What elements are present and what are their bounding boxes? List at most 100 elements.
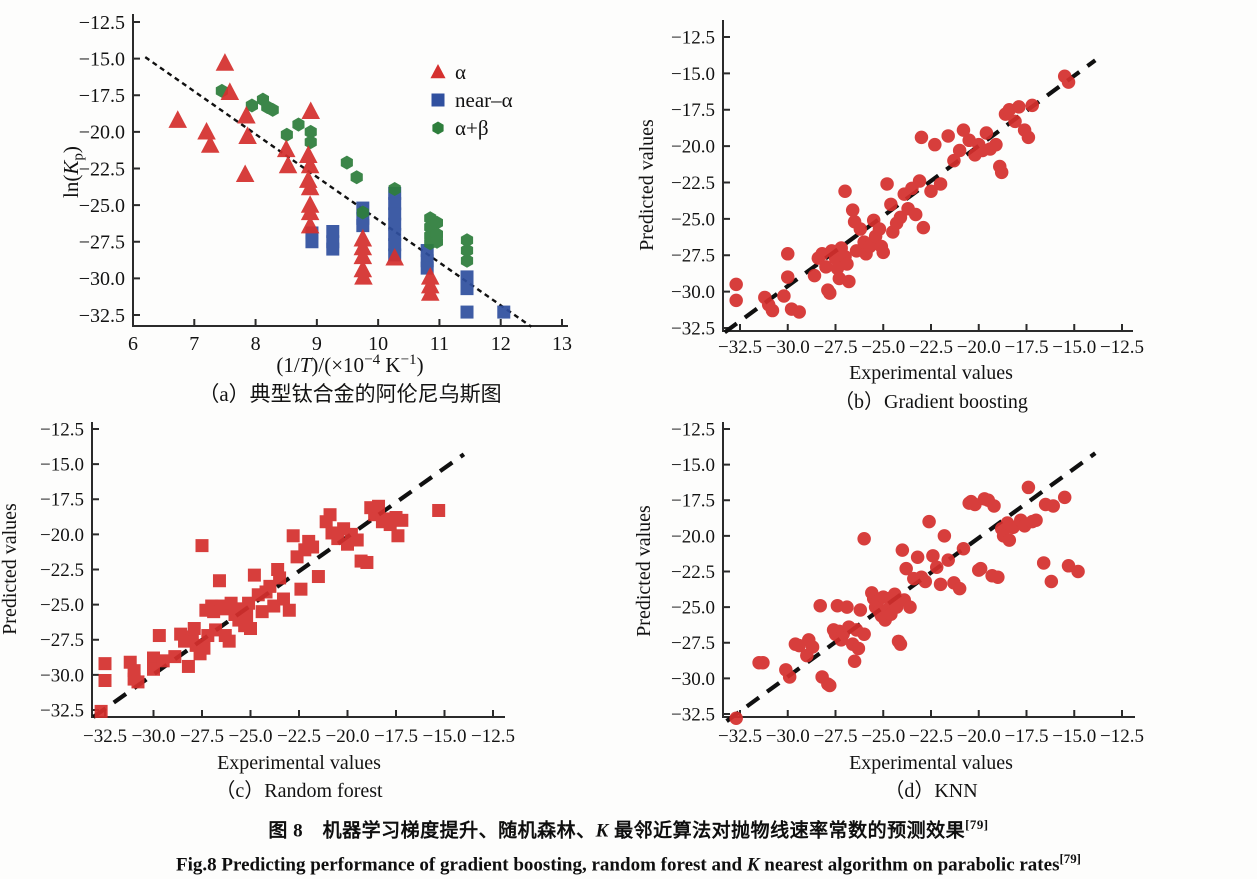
svg-text:−20.0: −20.0 (957, 726, 1001, 747)
ylabel-c: Predicted values (0, 503, 21, 635)
svg-text:−22.5: −22.5 (909, 337, 953, 358)
figure-top-row: 6 7 8 9 10 11 12 13 −12.5 −15.0 −17.5 −20.0 −22.5 −25… (0, 0, 1257, 417)
trend-line-c (92, 452, 466, 719)
svg-text:−30.0: −30.0 (79, 268, 125, 290)
svg-text:−12.5: −12.5 (1100, 726, 1144, 747)
svg-text:−32.5: −32.5 (79, 305, 125, 327)
svg-text:−32.5: −32.5 (718, 726, 762, 747)
tick-labels-c: −32.5 −30.0 −27.5 −25.0 −22.5 −20.0 −17.5 −15.0… (40, 419, 515, 747)
xlabel-a: (1/T)/(×10−4 K−1) (276, 352, 423, 377)
xlabel-d: Experimental values (849, 752, 1013, 774)
axes-a (132, 14, 568, 327)
svg-text:−30.0: −30.0 (671, 282, 715, 303)
svg-text:−20.0: −20.0 (326, 726, 370, 747)
panel-caption-b: （b）Gradient boosting (834, 390, 1028, 413)
svg-text:10: 10 (368, 333, 388, 355)
svg-text:8: 8 (251, 333, 261, 355)
svg-text:−12.5: −12.5 (471, 726, 515, 747)
svg-text:−30.0: −30.0 (40, 665, 84, 686)
series-knn-predictions (729, 480, 1085, 726)
panel-caption-d: （d）KNN (884, 779, 977, 802)
svg-text:−30.0: −30.0 (766, 337, 810, 358)
svg-text:7: 7 (189, 333, 199, 355)
axes-d (722, 422, 1135, 718)
svg-text:−12.5: −12.5 (671, 27, 715, 48)
panel-caption-c: （c）Random forest (215, 779, 383, 802)
svg-text:−25.0: −25.0 (861, 726, 905, 747)
svg-text:−15.0: −15.0 (423, 726, 467, 747)
svg-text:−27.5: −27.5 (79, 232, 125, 254)
svg-text:13: 13 (552, 333, 572, 355)
svg-text:−25.0: −25.0 (671, 598, 715, 619)
svg-text:−17.5: −17.5 (671, 100, 715, 121)
svg-text:−32.5: −32.5 (40, 700, 84, 721)
svg-text:−30.0: −30.0 (671, 669, 715, 690)
series-alpha-plus-beta (215, 83, 474, 268)
tick-labels-d: −32.5 −30.0 −27.5 −25.0 −22.5 −20.0 −17.5 −15.0… (671, 419, 1144, 747)
svg-text:−22.5: −22.5 (40, 560, 84, 581)
svg-text:−17.5: −17.5 (374, 726, 418, 747)
xlabel-b: Experimental values (849, 362, 1013, 384)
svg-text:−27.5: −27.5 (671, 246, 715, 267)
panel-caption-a: （a）典型钛合金的阿伦尼乌斯图 (198, 382, 501, 406)
svg-text:α+β: α+β (455, 116, 489, 140)
figure-caption-en: Fig.8 Predicting performance of gradient… (176, 851, 1081, 876)
chart-d-knn-scatter: −32.5 −30.0 −27.5 −25.0 −22.5 −20.0 −17.5 −15.0… (633, 419, 1144, 802)
svg-text:−32.5: −32.5 (671, 318, 715, 339)
trend-line-d (725, 451, 1097, 723)
chart-c-random-forest-scatter: −32.5 −30.0 −27.5 −25.0 −22.5 −20.0 −17.5 −15.0… (0, 419, 515, 802)
svg-text:−27.5: −27.5 (671, 633, 715, 654)
svg-text:−15.0: −15.0 (671, 64, 715, 85)
svg-text:−15.0: −15.0 (40, 455, 84, 476)
series-random-forest-predictions (94, 499, 446, 718)
panel-c-random-forest: −32.5 −30.0 −27.5 −25.0 −22.5 −20.0 −17.5 −15.0… (0, 417, 628, 809)
svg-text:−22.5: −22.5 (277, 726, 321, 747)
svg-text:−25.0: −25.0 (861, 337, 905, 358)
svg-text:−32.5: −32.5 (671, 704, 715, 725)
svg-text:−17.5: −17.5 (40, 490, 84, 511)
svg-text:−20.0: −20.0 (40, 525, 84, 546)
panel-a-arrhenius: 6 7 8 9 10 11 12 13 −12.5 −15.0 −17.5 −20.0 −22.5 −25… (0, 0, 628, 417)
axes-c (91, 422, 505, 718)
svg-text:−25.0: −25.0 (79, 195, 125, 217)
svg-text:−30.0: −30.0 (132, 726, 176, 747)
chart-b-gradient-boosting-scatter: −32.5 −30.0 −27.5 −25.0 −22.5 −20.0 −17.5 −15.0… (636, 20, 1144, 413)
svg-text:−30.0: −30.0 (766, 726, 810, 747)
panel-d-knn: −32.5 −30.0 −27.5 −25.0 −22.5 −20.0 −17.5 −15.0… (628, 417, 1257, 809)
svg-text:−12.5: −12.5 (1100, 337, 1144, 358)
svg-text:12: 12 (491, 333, 511, 355)
svg-text:−17.5: −17.5 (1005, 726, 1049, 747)
figure-caption-zh: 图 8 机器学习梯度提升、随机森林、K 最邻近算法对抛物线速率常数的预测效果[7… (268, 817, 989, 842)
svg-text:−25.0: −25.0 (40, 595, 84, 616)
svg-text:−27.5: −27.5 (40, 630, 84, 651)
svg-text:−15.0: −15.0 (671, 455, 715, 476)
trend-line-a (144, 56, 533, 328)
tick-labels-b: −32.5 −30.0 −27.5 −25.0 −22.5 −20.0 −17.5 −15.0… (671, 27, 1144, 358)
svg-text:−27.5: −27.5 (814, 726, 858, 747)
svg-text:−27.5: −27.5 (814, 337, 858, 358)
panel-b-gradient-boosting: −32.5 −30.0 −27.5 −25.0 −22.5 −20.0 −17.5 −15.0… (628, 0, 1257, 417)
axes-b (722, 20, 1133, 332)
svg-text:−17.5: −17.5 (1005, 337, 1049, 358)
svg-text:−22.5: −22.5 (79, 158, 125, 180)
ylabel-d: Predicted values (633, 505, 655, 637)
svg-text:−32.5: −32.5 (718, 337, 762, 358)
series-gradient-boosting-predictions (729, 69, 1076, 319)
chart-a-arrhenius-plot: 6 7 8 9 10 11 12 13 −12.5 −15.0 −17.5 −20.0 −22.5 −25… (59, 12, 572, 406)
series-near-alpha (305, 186, 511, 319)
svg-text:−22.5: −22.5 (909, 726, 953, 747)
svg-text:−17.5: −17.5 (671, 491, 715, 512)
svg-text:−15.0: −15.0 (1052, 337, 1096, 358)
svg-text:−12.5: −12.5 (40, 419, 84, 440)
tick-labels-a: 6 7 8 9 10 11 12 13 −12.5 −15.0 −17.5 −20.0 −22.5 −25… (79, 12, 572, 355)
ylabel-a: ln(Kp) (59, 146, 87, 198)
svg-text:−25.0: −25.0 (229, 726, 273, 747)
series-alpha (168, 53, 440, 301)
svg-text:−22.5: −22.5 (671, 173, 715, 194)
svg-text:6: 6 (128, 333, 138, 355)
svg-text:near–α: near–α (455, 88, 513, 112)
svg-text:−20.0: −20.0 (671, 137, 715, 158)
svg-text:−15.0: −15.0 (79, 48, 125, 70)
svg-text:−20.0: −20.0 (957, 337, 1001, 358)
svg-text:−17.5: −17.5 (79, 85, 125, 107)
